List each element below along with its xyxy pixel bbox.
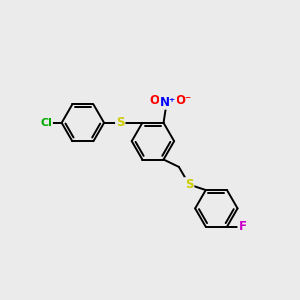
Text: O: O <box>149 94 159 107</box>
Text: S: S <box>116 116 124 129</box>
Text: Cl: Cl <box>40 118 52 128</box>
Text: F: F <box>238 220 247 233</box>
Text: O⁻: O⁻ <box>175 94 191 107</box>
Text: N⁺: N⁺ <box>160 96 176 109</box>
Text: S: S <box>185 178 194 191</box>
